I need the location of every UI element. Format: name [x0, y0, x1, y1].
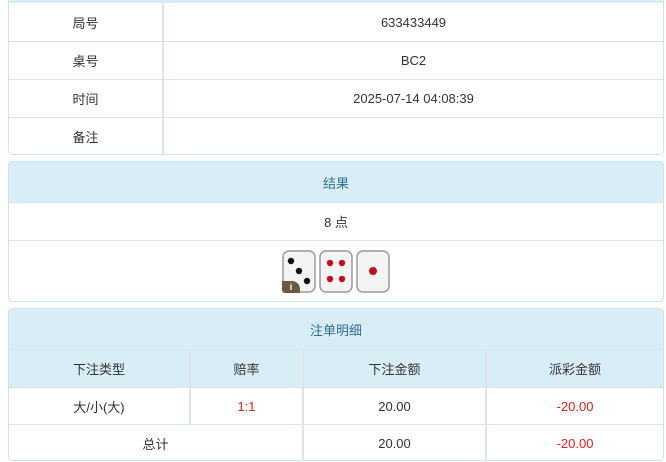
- bet-title: 注单明细: [9, 309, 663, 349]
- bet-panel: 注单明细 下注类型 赔率 下注金额 派彩金额 大/小(大) 1:1 20.00 …: [8, 308, 664, 461]
- info-panel-header-edge: [8, 0, 664, 4]
- die-pip: [303, 277, 311, 285]
- total-payout: -20.00: [485, 425, 663, 460]
- die-pip: [369, 267, 377, 275]
- info-value: BC2: [162, 42, 663, 79]
- die-4-icon: [319, 250, 353, 293]
- bet-header-row: 下注类型 赔率 下注金额 派彩金额: [9, 349, 663, 387]
- die-pip: [287, 257, 295, 265]
- col-header-payout: 派彩金额: [485, 350, 663, 387]
- bet-amount: 20.00: [302, 388, 485, 424]
- info-row-note: 备注: [9, 117, 663, 154]
- info-value: [162, 118, 663, 154]
- die-pip: [338, 259, 346, 267]
- col-header-amount: 下注金额: [302, 350, 485, 387]
- die-pip: [326, 259, 334, 267]
- bet-odds: 1:1: [189, 388, 302, 424]
- total-row: 总计 20.00 -20.00: [9, 424, 663, 460]
- info-label: 备注: [72, 129, 99, 145]
- result-title: 结果: [9, 162, 663, 202]
- info-panel: 局号 633433449 桌号 BC2 时间 2025-07-14 04:08:…: [8, 3, 664, 155]
- col-header-type: 下注类型: [72, 362, 125, 377]
- result-points-row: 8 点: [9, 202, 663, 240]
- die-pip: [326, 275, 334, 283]
- dice-group: i: [9, 241, 663, 301]
- die-pip: [295, 267, 303, 275]
- col-header-odds: 赔率: [189, 350, 302, 387]
- info-value: 2025-07-14 04:08:39: [162, 80, 663, 117]
- die-3-icon: i: [282, 250, 316, 293]
- dice-row: i: [9, 240, 663, 301]
- info-row-time: 时间 2025-07-14 04:08:39: [9, 79, 663, 117]
- result-points: 8 点: [324, 215, 348, 230]
- table-row: 大/小(大) 1:1 20.00 -20.00: [9, 387, 663, 424]
- total-amount: 20.00: [302, 425, 485, 460]
- info-label: 时间: [72, 92, 99, 107]
- info-row-table: 桌号 BC2: [9, 41, 663, 79]
- info-label: 局号: [72, 15, 99, 31]
- info-row-round: 局号 633433449: [9, 3, 663, 41]
- die-1-icon: [356, 250, 390, 293]
- total-label: 总计: [142, 436, 169, 452]
- info-label: 桌号: [72, 54, 99, 69]
- info-value: 633433449: [162, 3, 663, 41]
- result-panel: 结果 8 点 i: [8, 161, 664, 302]
- bet-payout: -20.00: [485, 388, 663, 424]
- bet-type: 大/小(大): [73, 399, 125, 415]
- info-badge-icon[interactable]: i: [282, 281, 300, 293]
- die-pip: [338, 275, 346, 283]
